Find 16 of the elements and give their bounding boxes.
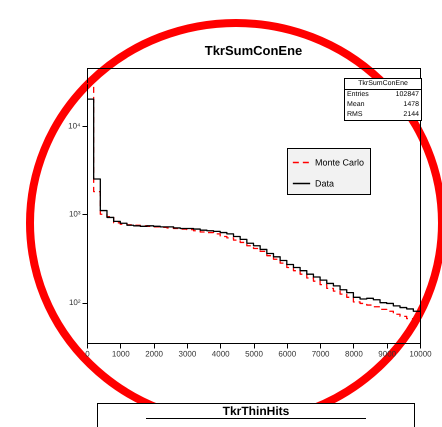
chart-title: TkrSumConEne	[204, 43, 302, 58]
y-tick-label: 10⁴	[68, 121, 82, 130]
x-tick-label: 10000	[409, 350, 432, 358]
x-tick-label: 2000	[145, 350, 164, 358]
text: TkrThinHits	[146, 404, 366, 419]
x-tick-label: 6000	[278, 350, 297, 358]
legend-label: Monte Carlo	[315, 158, 364, 168]
y-tick-label: 10²	[68, 298, 81, 308]
x-tick-label: 7000	[312, 350, 330, 358]
y-tick-label: 10³	[68, 210, 81, 219]
x-tick-label: 4000	[212, 350, 230, 358]
legend-label: Data	[315, 178, 334, 188]
x-tick-label: 8000	[345, 350, 364, 358]
x-tick-label: 5000	[245, 350, 264, 358]
x-tick-label: 3000	[178, 350, 197, 358]
x-tick-label: 1000	[112, 350, 130, 358]
